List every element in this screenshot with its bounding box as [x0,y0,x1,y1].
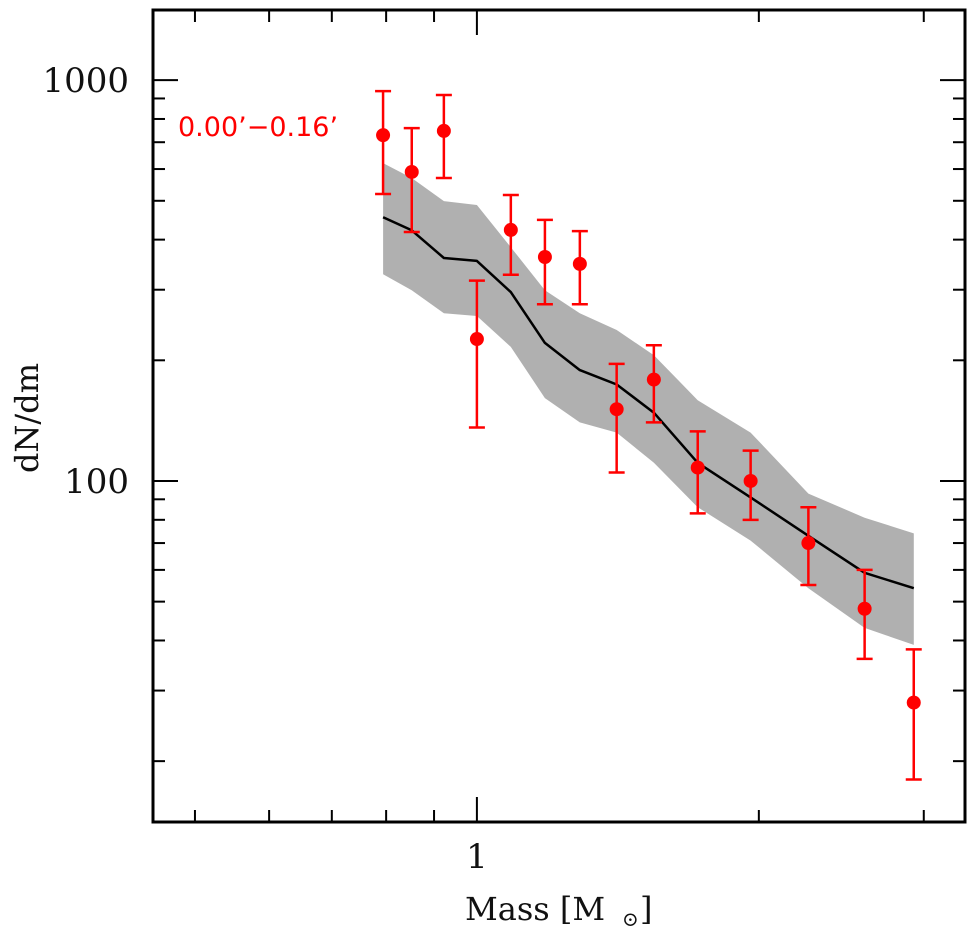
data-point [801,536,816,551]
data-point-group [856,568,873,661]
data-point-group [435,93,452,180]
data-point-group [375,89,392,196]
data-point [537,250,552,265]
data-point [503,222,518,237]
y-tick-label: 100 [64,462,129,502]
data-point-group [608,362,625,474]
data-point [572,256,587,271]
axes [151,8,967,824]
data-point [376,128,391,143]
data-point [609,402,624,417]
plot-frame [151,8,967,824]
data-point-group [571,229,588,306]
data-point-group [742,449,759,522]
data-point-group [800,505,817,587]
x-axis-title-end: ] [640,890,652,928]
data-point [646,372,661,387]
data-point-group [536,218,553,306]
model-line [382,216,915,590]
tick-labels: 1 100 1000 [42,61,487,877]
data-point [436,123,451,138]
data-point [857,601,872,616]
model-line-layer [382,216,915,590]
y-tick-label: 1000 [42,61,129,101]
data-point-group [403,126,420,234]
data-point [690,460,705,475]
model-band-layer [383,163,914,645]
data-point-group [689,430,706,515]
annotation-radius-range: 0.00’−0.16’ [178,112,338,143]
data-point-group [645,344,662,424]
data-point-group [502,193,519,276]
x-axis-title: Mass [M ⊙ ] [465,890,652,931]
model-uncertainty-band [383,163,914,645]
data-point [469,332,484,347]
x-tick-label: 1 [466,837,488,877]
data-point-group [468,279,485,429]
data-point-group [905,648,922,781]
x-axis-title-main: Mass [M [465,890,605,928]
data-points-layer [375,89,922,781]
y-axis-title: dN/dm [8,363,46,473]
data-point [743,473,758,488]
x-axis-title-sun-symbol: ⊙ [622,907,639,931]
data-point [404,164,419,179]
data-point [906,695,921,710]
